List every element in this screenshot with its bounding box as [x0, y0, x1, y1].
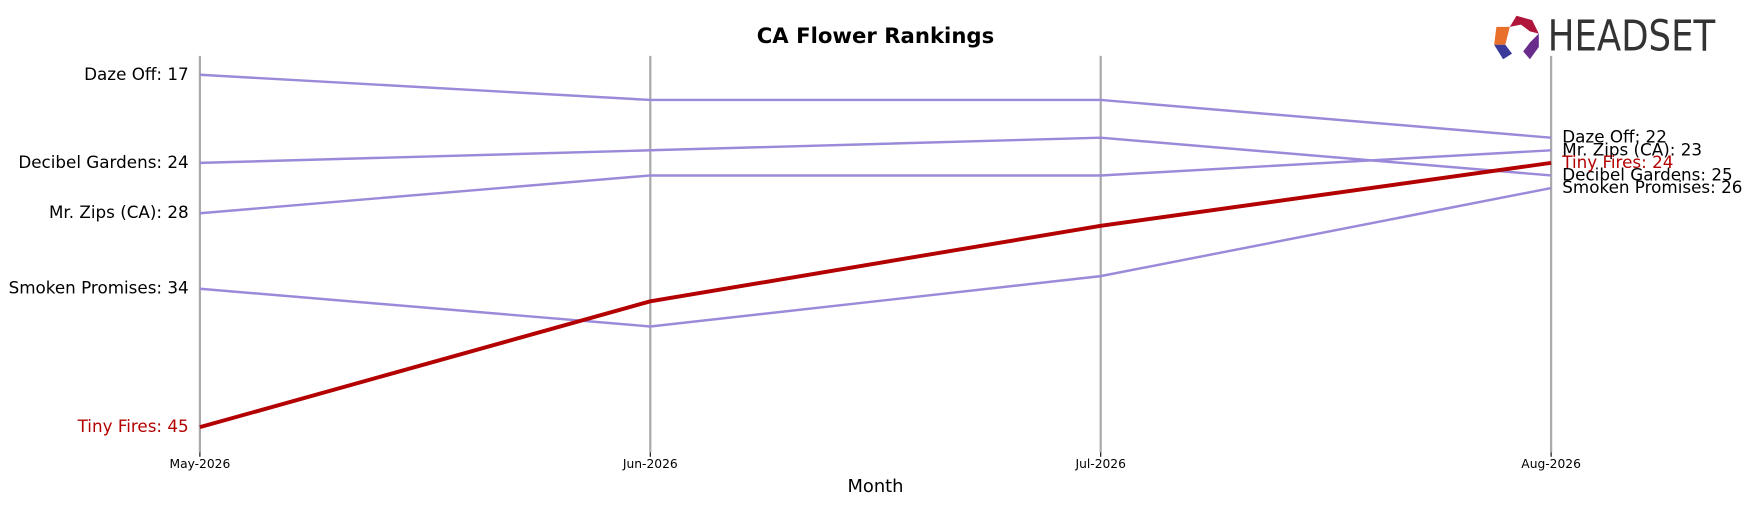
value-label: Smoken Promises: 26 — [1562, 177, 1742, 197]
x-axis-label: Month — [848, 476, 904, 497]
value-label: Decibel Gardens: 24 — [18, 152, 188, 172]
x-tick-label: Aug-2026 — [1521, 457, 1581, 471]
x-tick-label: May-2026 — [169, 457, 230, 471]
value-label: Daze Off: 22 — [1562, 127, 1667, 147]
value-label: Mr. Zips (CA): 23 — [1562, 139, 1702, 159]
value-label: Daze Off: 17 — [84, 64, 189, 84]
chart-title: CA Flower Rankings — [757, 24, 994, 49]
series-line — [199, 160, 1552, 430]
logo-text: HEADSET — [1548, 13, 1716, 62]
logo-mark — [1523, 33, 1539, 60]
value-label: Decibel Gardens: 25 — [1562, 164, 1732, 184]
value-label: Tiny Fires: 24 — [1561, 152, 1673, 172]
x-tick-label: Jun-2026 — [622, 457, 678, 471]
value-label: Tiny Fires: 45 — [77, 416, 189, 436]
series-line — [199, 136, 1552, 177]
logo: HEADSET — [1494, 13, 1716, 62]
x-tick-label: Jul-2026 — [1074, 457, 1126, 471]
value-label: Mr. Zips (CA): 28 — [49, 202, 189, 222]
logo-mark — [1494, 26, 1510, 45]
logo-mark — [1509, 15, 1539, 34]
logo-mark — [1494, 44, 1513, 60]
series-line — [199, 73, 1552, 139]
series-line — [199, 186, 1552, 328]
series-line — [199, 149, 1552, 215]
value-label: Smoken Promises: 34 — [9, 278, 189, 298]
